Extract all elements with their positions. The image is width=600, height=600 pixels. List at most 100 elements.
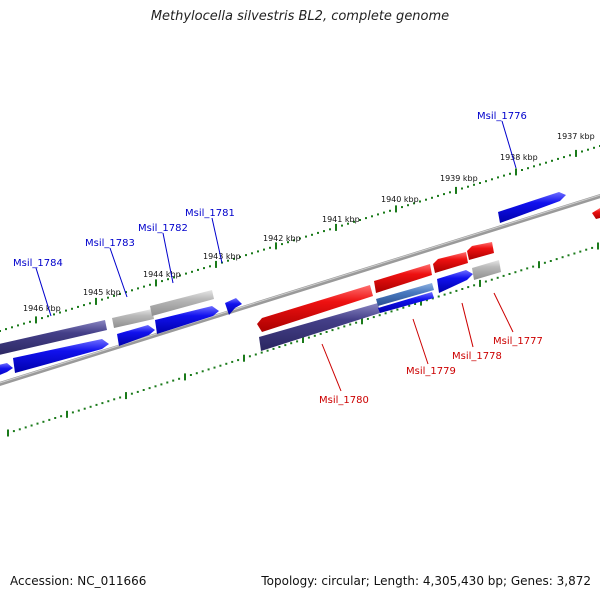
upper-scale-minor-tick (239, 256, 241, 258)
gene-label-msil-1778[interactable]: Msil_1778 (452, 351, 502, 362)
genome-title: Methylocella silvestris BL2, complete ge… (150, 9, 450, 24)
gene-purple-1784[interactable] (0, 320, 107, 357)
gene-red-1779[interactable] (374, 264, 432, 293)
gene-label-msil-1779[interactable]: Msil_1779 (406, 366, 456, 377)
gene-gray-1783[interactable] (112, 309, 154, 328)
gene-label-msil-1780[interactable]: Msil_1780 (319, 395, 369, 406)
gene-red-1778[interactable] (433, 252, 468, 273)
lower-scale-minor-tick (579, 250, 582, 253)
upper-scale-minor-tick (539, 163, 541, 166)
upper-scale-minor-tick (581, 150, 583, 153)
lower-scale-minor-tick (178, 377, 181, 380)
lower-scale-major-tick (361, 317, 363, 325)
gene-label-msil-1783[interactable]: Msil_1783 (85, 238, 135, 249)
scale-label-1944: 1944 kbp (143, 270, 181, 279)
gene-labels: Msil_1776 Msil_1781 Msil_1782 Msil_1783 … (13, 111, 543, 406)
upper-scale-minor-tick (545, 161, 547, 164)
lower-scale-minor-tick (567, 254, 570, 257)
gene-blue-1776[interactable] (498, 192, 566, 223)
gene-red-1780[interactable] (257, 285, 373, 332)
upper-scale-major-tick (455, 186, 457, 194)
upper-scale-minor-tick (533, 165, 535, 168)
lower-scale-minor-tick (384, 312, 387, 315)
callout-line-1777 (493, 292, 514, 333)
upper-scale-major-tick (215, 260, 217, 268)
gene-red-1777[interactable] (467, 242, 494, 260)
lower-scale-minor-tick (248, 355, 251, 358)
upper-scale-minor-tick (569, 154, 571, 157)
upper-scale-minor-tick (461, 187, 463, 190)
gene-blue-1779[interactable] (378, 292, 434, 313)
lower-scale-major-tick (302, 336, 304, 343)
upper-scale-major-tick (515, 168, 517, 176)
gene-blue-1783[interactable] (117, 325, 155, 346)
upper-scale-minor-tick (47, 315, 49, 318)
upper-scale-minor-tick (425, 198, 427, 201)
upper-scale-minor-tick (413, 202, 415, 205)
callout-line-1782 (162, 232, 174, 284)
lower-scale-minor-tick (467, 286, 470, 289)
gene-red-edge[interactable] (592, 208, 600, 219)
upper-scale-minor-tick (77, 305, 79, 308)
upper-scale-minor-tick (437, 194, 439, 197)
gene-steel-1779[interactable] (376, 283, 434, 306)
gene-label-msil-1776[interactable]: Msil_1776 (477, 111, 527, 122)
lower-scale-minor-tick (12, 430, 15, 433)
callout-line-1778 (461, 302, 474, 348)
lower-scale-minor-tick (225, 362, 228, 365)
gene-blue-1784b[interactable] (13, 339, 109, 373)
upper-scale-minor-tick (443, 193, 445, 196)
lower-scale-minor-tick (325, 331, 328, 333)
upper-scale-minor-tick (323, 230, 325, 233)
lower-scale-minor-tick (83, 407, 86, 410)
lower-scale-minor-tick (18, 428, 21, 431)
upper-scale-minor-tick (191, 270, 193, 273)
gene-blue-1781[interactable] (225, 298, 242, 315)
lower-scale-minor-tick (89, 405, 92, 408)
gene-gray-1777[interactable] (472, 260, 501, 280)
lower-scale-minor-tick (508, 273, 511, 275)
central-genes (0, 242, 501, 379)
upper-scale-minor-tick (263, 248, 265, 251)
gene-gray-1782[interactable] (150, 290, 214, 316)
genome-backbone (0, 194, 600, 386)
upper-scale-minor-tick (329, 228, 331, 231)
gene-label-msil-1784[interactable]: Msil_1784 (13, 258, 63, 269)
accession-text: Accession: NC_011666 (10, 574, 147, 588)
scale-label-1942: 1942 kbp (263, 234, 301, 243)
lower-scale-minor-tick (543, 261, 546, 264)
lower-scale-minor-tick (549, 260, 552, 262)
gene-label-msil-1781[interactable]: Msil_1781 (185, 208, 235, 219)
gene-purple-1780[interactable] (259, 303, 380, 351)
lower-scale-minor-tick (237, 359, 240, 362)
gene-blue-left-edge[interactable] (0, 363, 13, 379)
gene-blue-1782[interactable] (155, 306, 219, 334)
gene-label-msil-1777[interactable]: Msil_1777 (493, 336, 543, 347)
upper-scale-minor-tick (509, 172, 511, 175)
lower-scale-minor-tick (366, 317, 369, 320)
lower-scale-minor-tick (77, 409, 80, 412)
lower-scale-dotted-track (7, 242, 599, 437)
upper-scale-minor-tick (89, 302, 91, 305)
gene-blue-1778[interactable] (437, 270, 473, 293)
lower-scale-minor-tick (461, 288, 464, 290)
gene-callout-lines (35, 120, 517, 392)
upper-scale-minor-tick (125, 291, 127, 294)
callout-line-1781 (211, 217, 223, 264)
lower-scale-minor-tick (526, 267, 529, 270)
upper-scale-minor-tick (281, 243, 283, 246)
upper-scale-minor-tick (65, 309, 67, 312)
upper-scale-dotted-track (0, 145, 600, 332)
lower-scale-minor-tick (484, 280, 487, 283)
upper-scale-minor-tick (305, 235, 307, 238)
lower-scale-minor-tick (396, 308, 399, 311)
upper-scale-minor-tick (365, 217, 367, 220)
upper-scale-minor-tick (341, 224, 343, 227)
lower-scale-minor-tick (148, 387, 151, 390)
lower-scale-minor-tick (449, 291, 452, 294)
gene-label-msil-1782[interactable]: Msil_1782 (138, 223, 188, 234)
upper-scale-minor-tick (491, 178, 493, 181)
scale-label-1945: 1945 kbp (83, 288, 121, 297)
upper-scale-minor-tick (563, 156, 565, 159)
lower-scale-minor-tick (172, 379, 175, 382)
